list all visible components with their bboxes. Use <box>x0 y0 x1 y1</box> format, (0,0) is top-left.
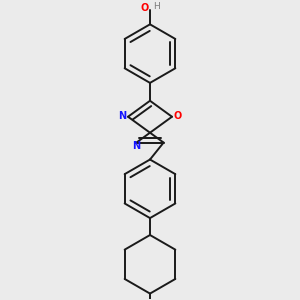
Text: H: H <box>153 2 160 11</box>
Text: O: O <box>173 111 182 121</box>
Text: O: O <box>140 3 148 13</box>
Text: N: N <box>132 141 140 151</box>
Text: N: N <box>118 111 127 121</box>
